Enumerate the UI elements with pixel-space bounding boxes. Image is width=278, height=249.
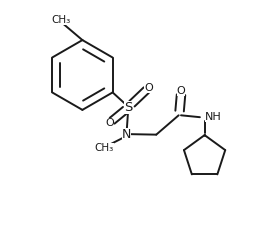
Text: CH₃: CH₃	[51, 15, 71, 25]
Text: O: O	[105, 118, 114, 128]
Text: NH: NH	[205, 112, 222, 122]
Text: N: N	[122, 128, 131, 141]
Text: CH₃: CH₃	[94, 143, 113, 153]
Text: S: S	[125, 101, 133, 114]
Text: O: O	[177, 86, 185, 96]
Text: O: O	[144, 83, 153, 93]
